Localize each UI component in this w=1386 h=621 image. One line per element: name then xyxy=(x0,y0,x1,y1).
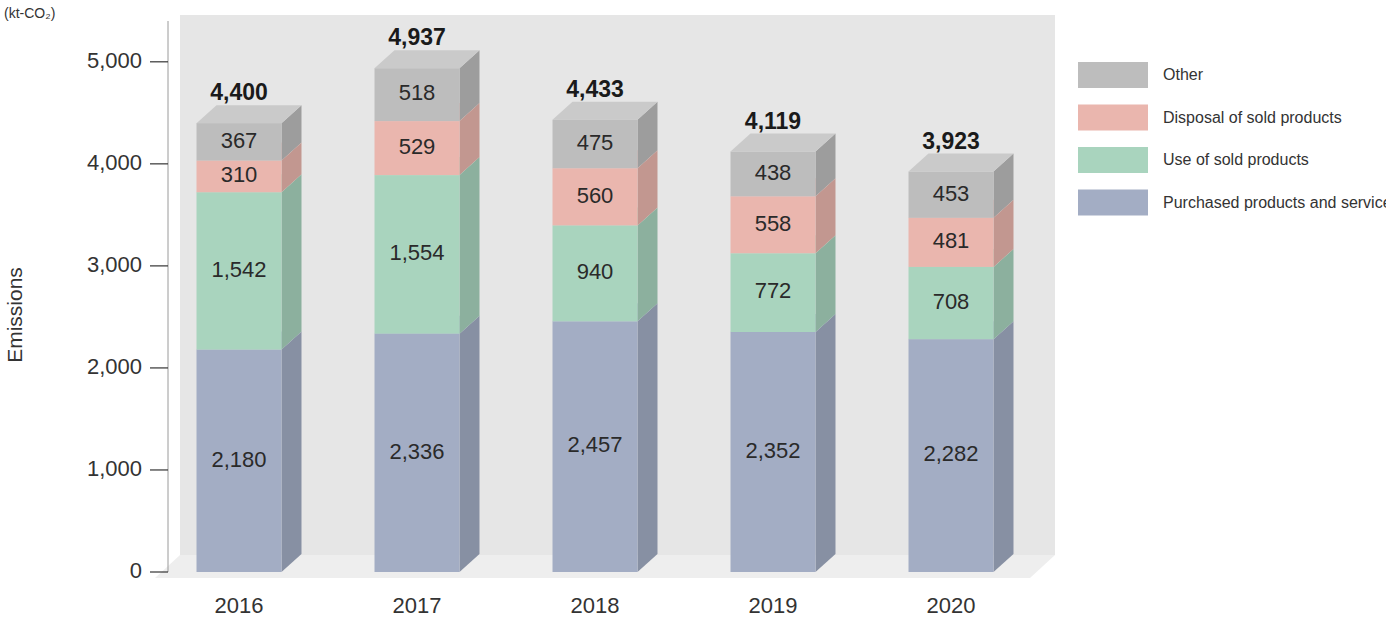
data-label: 481 xyxy=(933,228,970,253)
y-tick-label: 3,000 xyxy=(87,252,142,277)
bar-segment xyxy=(197,192,282,349)
y-tick xyxy=(150,163,168,164)
data-label: 940 xyxy=(577,259,614,284)
bar-segment xyxy=(197,350,282,572)
data-label: 1,542 xyxy=(211,257,266,282)
bar-segment xyxy=(553,225,638,321)
x-tick-label: 2018 xyxy=(571,593,620,618)
bar-segment xyxy=(375,175,460,334)
bar-side xyxy=(994,321,1014,572)
chart: 0 1,000 2,000 3,000 4,000 5,000 (kt-CO₂) Emissi… xyxy=(0,0,1386,621)
bar-side xyxy=(638,303,658,572)
legend-swatch xyxy=(1078,105,1148,131)
bar-side xyxy=(460,316,480,572)
bar-segment xyxy=(197,161,282,193)
bar-segment xyxy=(909,339,994,572)
bar-top xyxy=(909,154,1014,172)
legend-label: Other xyxy=(1163,66,1204,83)
data-label: 2,352 xyxy=(745,438,800,463)
legend-swatch xyxy=(1078,62,1148,88)
legend-swatch xyxy=(1078,190,1148,216)
y-tick-label: 4,000 xyxy=(87,150,142,175)
bar-top xyxy=(375,50,480,68)
bar-top xyxy=(197,105,302,123)
bar-top xyxy=(731,134,836,152)
data-label: 1,554 xyxy=(389,240,444,265)
bar-side xyxy=(816,314,836,572)
y-axis-label: Emissions xyxy=(3,267,26,363)
data-label: 2,457 xyxy=(567,432,622,457)
bars xyxy=(197,50,1014,572)
legend-label: Disposal of sold products xyxy=(1163,109,1342,126)
bar-segment xyxy=(909,218,994,267)
y-tick-label: 0 xyxy=(130,558,142,583)
bar-segment xyxy=(375,334,460,572)
data-label: 2,336 xyxy=(389,439,444,464)
bar-segment xyxy=(553,120,638,168)
legend-label: Purchased products and services xyxy=(1163,194,1386,211)
data-label: 529 xyxy=(399,134,436,159)
data-label: 367 xyxy=(221,128,258,153)
y-unit: (kt-CO₂) xyxy=(4,5,55,21)
bar-top xyxy=(553,102,658,120)
y-tick xyxy=(150,469,168,470)
legend: Other Disposal of sold products Use of sol… xyxy=(1078,62,1386,216)
total-label: 4,937 xyxy=(388,24,446,50)
y-tick xyxy=(150,571,168,572)
data-label: 518 xyxy=(399,80,436,105)
data-label: 438 xyxy=(755,160,792,185)
y-tick xyxy=(150,61,168,62)
bar-segment xyxy=(731,196,816,253)
y-tick xyxy=(150,367,168,368)
bar-segment xyxy=(731,152,816,197)
bar-segment xyxy=(375,121,460,175)
bar-segment xyxy=(375,68,460,121)
bar-segment xyxy=(553,168,638,225)
y-tick-label: 1,000 xyxy=(87,456,142,481)
y-tick xyxy=(150,265,168,266)
bar-segment xyxy=(197,123,282,160)
bar-side xyxy=(460,157,480,334)
x-tick-label: 2016 xyxy=(215,593,264,618)
bar-segment xyxy=(909,267,994,339)
bar-segment xyxy=(909,172,994,218)
y-tick-label: 5,000 xyxy=(87,48,142,73)
data-label: 475 xyxy=(577,130,614,155)
x-tick-label: 2017 xyxy=(393,593,442,618)
x-tick-label: 2020 xyxy=(927,593,976,618)
y-tick-label: 2,000 xyxy=(87,354,142,379)
bar-segment xyxy=(553,321,638,572)
bar-side xyxy=(282,174,302,349)
total-label: 4,400 xyxy=(210,79,268,105)
bar-segment xyxy=(731,253,816,332)
total-label: 4,119 xyxy=(745,108,801,134)
total-label: 4,433 xyxy=(566,76,624,102)
data-label: 708 xyxy=(933,289,970,314)
x-tick-label: 2019 xyxy=(749,593,798,618)
labels: 2,180 1,542 310 367 4,400 2,336 1,554 529 518 4,9… xyxy=(210,24,980,471)
total-label: 3,923 xyxy=(922,128,980,154)
data-label: 2,180 xyxy=(211,447,266,472)
data-label: 2,282 xyxy=(923,441,978,466)
data-label: 453 xyxy=(933,181,970,206)
y-axis-line xyxy=(168,21,169,572)
legend-swatch xyxy=(1078,147,1148,173)
bar-side xyxy=(282,332,302,572)
data-label: 560 xyxy=(577,183,614,208)
bar-segment xyxy=(731,332,816,572)
data-label: 310 xyxy=(221,162,258,187)
bar-side xyxy=(638,207,658,321)
data-label: 558 xyxy=(755,211,792,236)
legend-label: Use of sold products xyxy=(1163,151,1309,168)
data-label: 772 xyxy=(755,278,792,303)
